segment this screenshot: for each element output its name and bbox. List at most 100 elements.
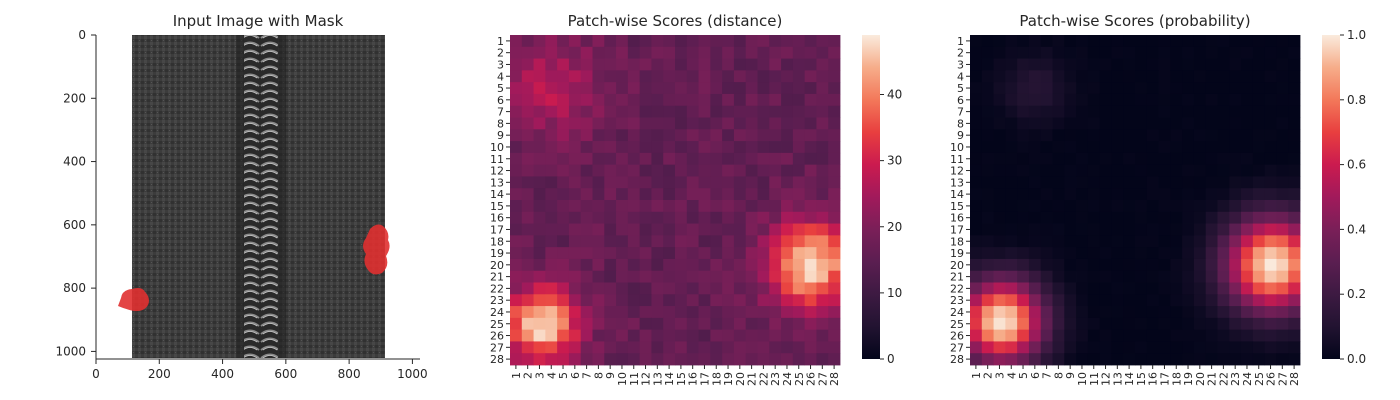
x-tick-label: 1 <box>970 372 983 379</box>
heatmap-cell <box>981 200 994 213</box>
heatmap-cell <box>1017 117 1030 130</box>
heatmap-cell <box>604 353 617 366</box>
heatmap-cell <box>675 258 688 272</box>
heatmap-cell <box>1111 117 1124 130</box>
heatmap-cell <box>1252 211 1266 224</box>
heatmap-cell <box>1087 164 1101 177</box>
heatmap-cell <box>1264 176 1277 189</box>
heatmap-cell <box>1205 164 1218 177</box>
heatmap-cell <box>1099 129 1112 142</box>
heatmap-cell <box>1135 82 1148 95</box>
heatmap-cell <box>1170 35 1183 48</box>
heatmap-cell <box>1111 247 1124 260</box>
heatmap-cell <box>1264 200 1277 213</box>
heatmap-cell <box>663 117 676 130</box>
heatmap-cell <box>1028 317 1042 331</box>
heatmap-cell <box>580 117 593 130</box>
heatmap-cell <box>781 176 794 189</box>
y-tick-label: 12 <box>950 165 964 178</box>
heatmap-cell <box>1005 282 1018 295</box>
heatmap-cell <box>1064 35 1077 48</box>
heatmap-cell <box>1087 235 1101 248</box>
heatmap-cell <box>1182 141 1195 154</box>
heatmap-cell <box>533 306 546 319</box>
x-tick-label: 20 <box>734 372 747 386</box>
heatmap-cell <box>604 70 617 83</box>
heatmap-cell <box>1123 141 1136 154</box>
heatmap-cell <box>1017 58 1030 71</box>
heatmap-cell <box>828 329 841 342</box>
x-tick-label: 6 <box>1029 372 1042 379</box>
x-tick-label: 3 <box>533 372 546 379</box>
heatmap-cell <box>1276 46 1289 59</box>
heatmap-cell <box>1052 129 1065 142</box>
heatmap-cell <box>781 258 794 272</box>
heatmap-cell <box>698 329 711 342</box>
heatmap-cell <box>1288 188 1301 201</box>
heatmap-cell <box>710 247 723 260</box>
heatmap-cell <box>510 235 523 248</box>
heatmap-cell <box>651 141 664 154</box>
heatmap-cell <box>1052 235 1065 248</box>
heatmap-cell <box>1087 282 1101 295</box>
heatmap-cell <box>510 188 523 201</box>
heatmap-cell <box>580 176 593 189</box>
heatmap-cell <box>733 341 747 354</box>
heatmap-cell <box>698 258 711 272</box>
heatmap-cell <box>1182 188 1195 201</box>
heatmap-cell <box>970 353 983 366</box>
heatmap-cell <box>792 247 806 260</box>
heatmap-cell <box>745 117 758 130</box>
heatmap-cell <box>1123 306 1136 319</box>
heatmap-cell <box>568 141 582 154</box>
heatmap-cell <box>981 270 994 283</box>
heatmap-cell <box>663 164 676 177</box>
heatmap-cell <box>675 329 688 342</box>
heatmap-cell <box>1076 258 1089 272</box>
heatmap-cell <box>1146 70 1159 83</box>
heatmap-cell <box>1170 258 1183 272</box>
heatmap-cell <box>757 353 770 366</box>
heatmap-cell <box>686 70 699 83</box>
heatmap-cell <box>1064 258 1077 272</box>
heatmap-cell <box>1017 129 1030 142</box>
heatmap-cell <box>781 294 794 307</box>
heatmap-cell <box>698 152 711 166</box>
heatmap-cell <box>1028 117 1042 130</box>
heatmap-cell <box>1205 117 1218 130</box>
heatmap-cell <box>545 282 558 295</box>
heatmap-cell <box>1229 294 1242 307</box>
heatmap-cell <box>604 329 617 342</box>
heatmap-cell <box>1040 282 1053 295</box>
heatmap-cell <box>510 152 523 166</box>
heatmap-cell <box>592 117 605 130</box>
heatmap-cell <box>1017 164 1030 177</box>
heatmap-cell <box>1064 93 1077 107</box>
heatmap-cell <box>1264 82 1277 95</box>
heatmap-cell <box>993 117 1006 130</box>
heatmap-cell <box>804 270 817 283</box>
heatmap-cell <box>616 235 629 248</box>
heatmap-cell <box>1040 235 1053 248</box>
heatmap-cell <box>1193 164 1207 177</box>
heatmap-cell <box>1193 200 1207 213</box>
heatmap-cell <box>804 282 817 295</box>
heatmap-cell <box>1182 105 1195 118</box>
heatmap-cell <box>769 105 782 118</box>
heatmap-cell <box>627 176 641 189</box>
heatmap-cell <box>568 164 582 177</box>
heatmap-cell <box>1028 235 1042 248</box>
heatmap-cell <box>1052 341 1065 354</box>
heatmap-cell <box>1158 294 1171 307</box>
heatmap-cell <box>757 200 770 213</box>
heatmap-cell <box>1288 152 1301 166</box>
heatmap-cell <box>616 306 629 319</box>
heatmap-cell <box>1170 211 1183 224</box>
heatmap-cell <box>604 306 617 319</box>
heatmap-cell <box>1182 329 1195 342</box>
heatmap-cell <box>663 141 676 154</box>
heatmap-cell <box>639 152 652 166</box>
heatmap-cell <box>722 258 735 272</box>
heatmap-cell <box>510 306 523 319</box>
heatmap-cell <box>757 129 770 142</box>
